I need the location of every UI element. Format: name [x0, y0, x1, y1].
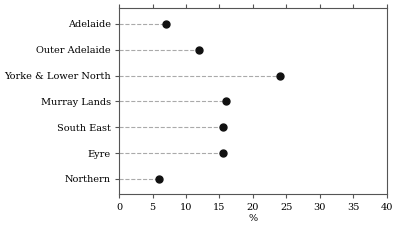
Point	[223, 100, 229, 103]
X-axis label: %: %	[248, 214, 257, 223]
Point	[163, 22, 169, 26]
Point	[276, 74, 283, 77]
Point	[220, 151, 226, 155]
Point	[196, 48, 202, 52]
Point	[220, 125, 226, 129]
Point	[156, 177, 162, 181]
